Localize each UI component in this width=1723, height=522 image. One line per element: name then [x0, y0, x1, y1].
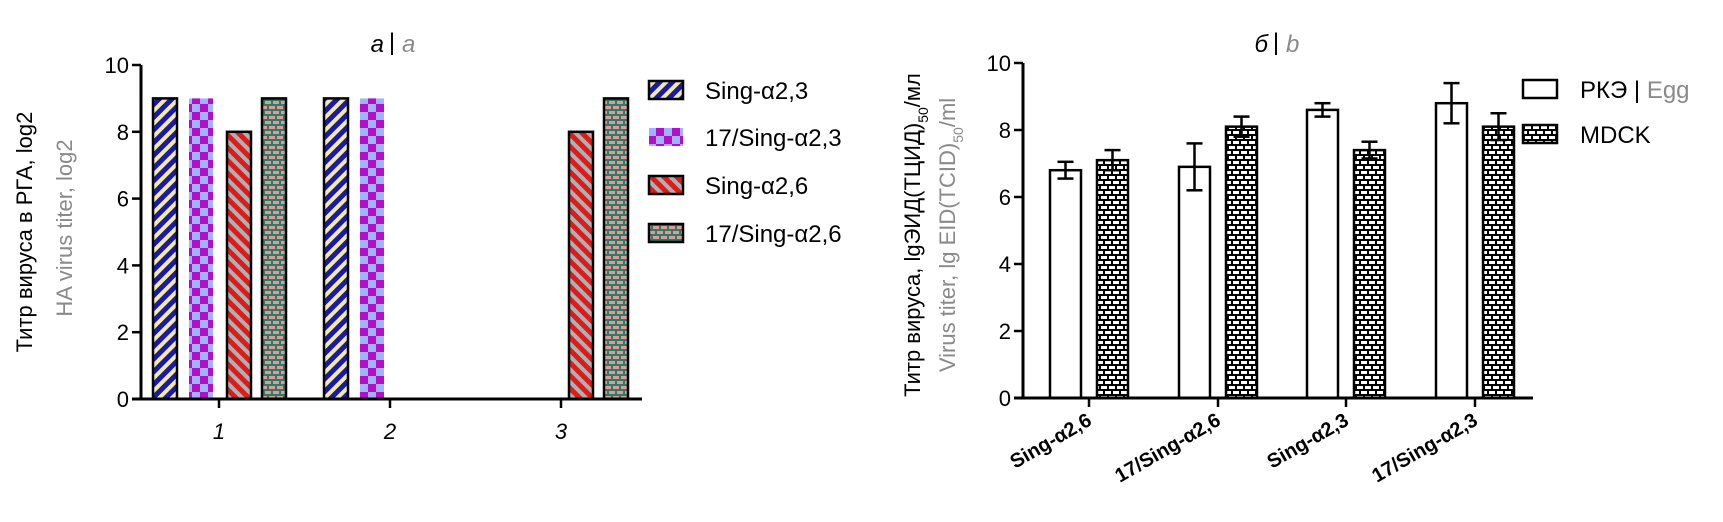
bar	[322, 97, 350, 401]
chart-a-title-alt: a	[402, 31, 415, 58]
chart-a: a | a Титр вируса в РГА, log2 HA virus t…	[12, 29, 842, 444]
chart-b-title-alt: b	[1286, 31, 1299, 58]
x-tick-label: 2	[383, 419, 396, 444]
bar	[1095, 158, 1130, 400]
legend-swatch	[647, 222, 685, 244]
legend-label: 17/Sing-α2,3	[705, 125, 842, 152]
bar	[1434, 101, 1469, 400]
x-tick-label: 17/Sing-α2,3	[1368, 409, 1481, 487]
legend-label-egg: РКЭ | Egg	[1580, 77, 1690, 104]
legend-label-egg-sep: |	[1627, 77, 1647, 104]
x-tick-label: 17/Sing-α2,6	[1111, 409, 1224, 487]
y-tick-label: 2	[999, 319, 1011, 344]
legend-label: Sing-α2,6	[705, 173, 808, 200]
bar	[360, 98, 384, 400]
x-tick-label: 1	[213, 419, 225, 444]
x-tick-label: 3	[555, 419, 568, 444]
chart-b-ylabel-text: Титр вируса, lgЭИД(ТЦИД)	[900, 123, 925, 397]
y-tick-label: 2	[117, 320, 129, 345]
legend-label: Sing-α2,3	[705, 78, 808, 105]
chart-a-bars	[151, 97, 630, 401]
legend-swatch	[647, 79, 685, 101]
legend-label-mdck: MDCK	[1580, 122, 1651, 149]
y-tick-label: 8	[117, 120, 129, 145]
chart-b-y-axis: 0 2 4 6 8 10	[987, 51, 1025, 411]
bar	[1481, 125, 1516, 400]
chart-a-legend: Sing-α2,3 17/Sing-α2,3 Sing-α2,6 17/Sing-α2…	[647, 78, 842, 248]
chart-b-ylabel-alt-sub: 50	[950, 127, 966, 143]
chart-a-ylabel: Титр вируса в РГА, log2	[12, 112, 37, 353]
chart-a-title: a	[371, 31, 384, 58]
legend-swatch	[647, 174, 685, 196]
legend-swatch-egg	[1521, 78, 1559, 100]
bar	[567, 130, 595, 401]
bar	[1177, 165, 1212, 400]
bar	[260, 97, 288, 401]
chart-a-y-axis: 0 2 4 6 8 10	[105, 53, 143, 412]
chart-b-x-axis: Sing-α2,6 17/Sing-α2,6 Sing-α2,3 17/Sing-α2…	[1006, 396, 1533, 487]
legend-swatch	[649, 128, 683, 146]
legend-label: 17/Sing-α2,6	[705, 221, 842, 248]
chart-b-ylabel-tail: /мл	[900, 73, 925, 107]
y-tick-label: 4	[117, 253, 129, 278]
bar	[1305, 108, 1340, 400]
bar	[602, 97, 630, 401]
bar	[189, 98, 213, 400]
bar	[1048, 168, 1083, 400]
chart-b: б | b Титр вируса, lgЭИД(ТЦИД)50/мл Viru…	[900, 29, 1690, 487]
chart-a-title-separator: |	[389, 29, 395, 56]
x-tick-label: Sing-α2,6	[1006, 409, 1095, 473]
legend-label-egg-ru: РКЭ	[1580, 77, 1627, 104]
chart-b-legend: РКЭ | Egg MDCK	[1521, 77, 1690, 149]
chart-b-ylabel: Титр вируса, lgЭИД(ТЦИД)50/мл	[900, 73, 931, 397]
x-tick-label: Sing-α2,3	[1263, 409, 1352, 473]
chart-b-title-separator: |	[1273, 29, 1279, 56]
chart-b-bars	[1048, 81, 1516, 400]
bar	[225, 130, 253, 401]
bar	[1224, 125, 1259, 400]
bar	[1352, 148, 1387, 400]
y-tick-label: 6	[117, 187, 129, 212]
y-tick-label: 10	[987, 51, 1011, 76]
y-tick-label: 4	[999, 252, 1011, 277]
chart-a-ylabel-alt: HA virus titer, log2	[52, 139, 77, 316]
chart-a-x-axis: 1 2 3	[132, 397, 642, 444]
y-tick-label: 0	[117, 387, 129, 412]
y-tick-label: 8	[999, 118, 1011, 143]
y-tick-label: 0	[999, 386, 1011, 411]
legend-swatch-mdck	[1521, 123, 1559, 145]
y-tick-label: 10	[105, 53, 129, 78]
legend-label-egg-en: Egg	[1647, 77, 1690, 104]
y-tick-label: 6	[999, 185, 1011, 210]
bar	[151, 97, 179, 401]
chart-b-ylabel-alt: Virus titer, lg EID(TCID)50/ml	[935, 98, 966, 372]
chart-b-ylabel-sub: 50	[915, 107, 931, 123]
chart-b-ylabel-alt-text: Virus titer, lg EID(TCID)	[935, 143, 960, 372]
chart-b-title: б	[1255, 31, 1270, 58]
chart-b-ylabel-alt-tail: /ml	[935, 98, 960, 127]
